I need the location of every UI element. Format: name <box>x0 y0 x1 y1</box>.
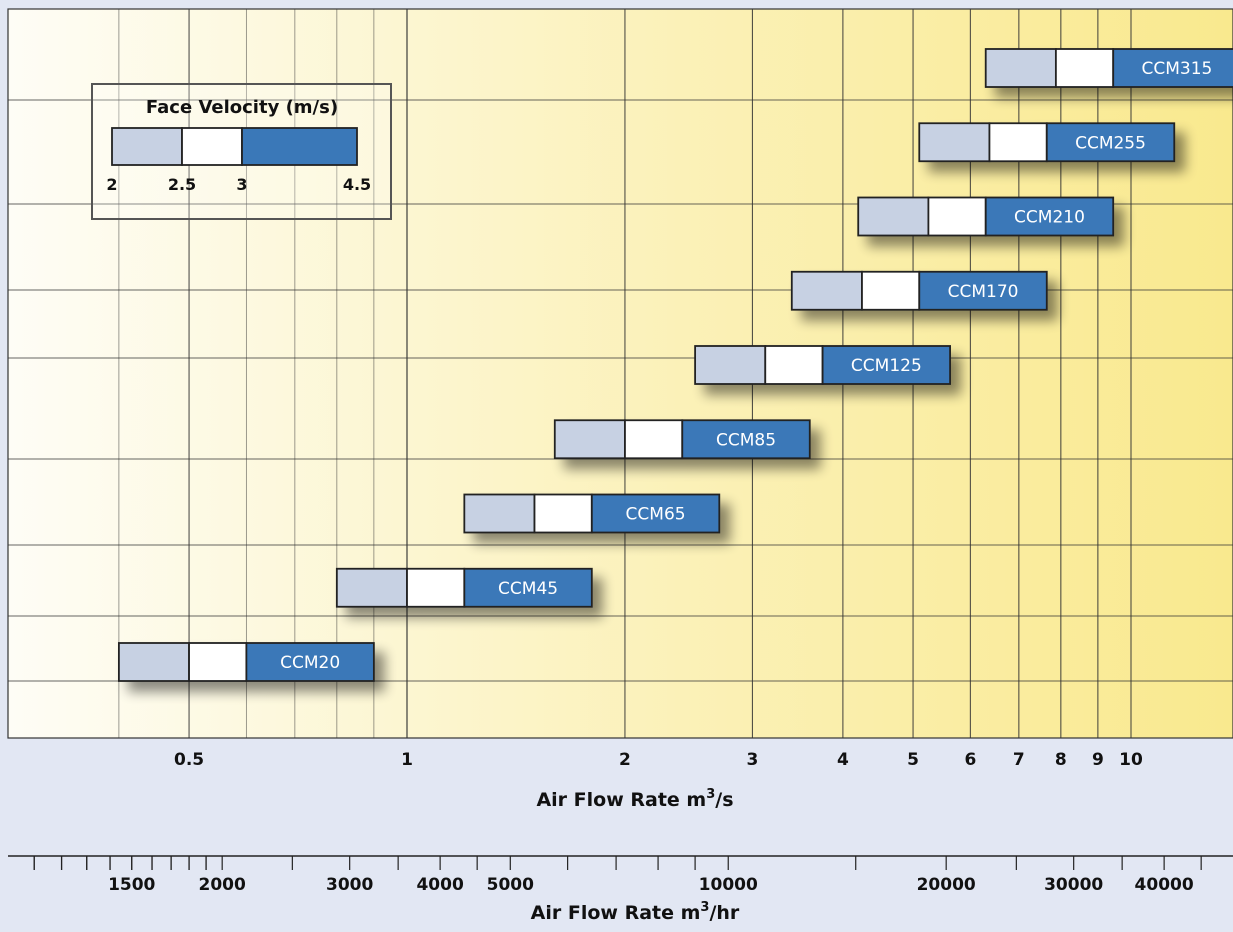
bar-segment <box>984 196 1115 237</box>
x2-axis-title: Air Flow Rate m3/hr <box>531 900 740 924</box>
x-tick-label: 4 <box>837 750 849 770</box>
bar-segment <box>117 642 190 682</box>
plot-border <box>7 8 1233 739</box>
bar-segment <box>463 567 593 608</box>
x-tick-label: 2 <box>619 750 631 770</box>
bar-label: CCM255 <box>1075 133 1146 153</box>
x-tick-label: 9 <box>1092 750 1104 770</box>
bar-ccm170 <box>790 270 1048 311</box>
x-tick-label: 6 <box>964 750 976 770</box>
bar-segment <box>533 493 593 534</box>
legend: Face Velocity (m/s) 2 2.5 3 4.5 <box>91 83 392 220</box>
bar-segment <box>861 270 921 311</box>
bar-segment <box>857 196 930 237</box>
bar-segment <box>918 270 1048 311</box>
bar-label: CCM170 <box>948 282 1019 302</box>
bar-label: CCM65 <box>626 505 686 525</box>
bar-label: CCM125 <box>851 356 922 376</box>
bar-segment <box>590 493 721 534</box>
bar-segment <box>988 122 1048 163</box>
bar-ccm125 <box>694 345 951 385</box>
bar-segment <box>624 419 684 460</box>
x-tick-label: 3 <box>747 750 759 770</box>
x-tick-label: 8 <box>1055 750 1067 770</box>
x-axis-m3hr: 1500 2000 3000 4000 5000 10000 20000 30000 40000 <box>8 855 1233 895</box>
x2-tick-label: 40000 <box>1135 875 1194 895</box>
bar-segment <box>918 122 991 163</box>
x-tick-label: 5 <box>907 750 919 770</box>
bar-label: CCM210 <box>1014 208 1085 228</box>
x-tick-label: 0.5 <box>174 750 204 770</box>
legend-swatch <box>241 127 358 166</box>
legend-tick-label: 3 <box>236 175 247 194</box>
bar-ccm85 <box>553 419 811 460</box>
legend-swatch <box>111 127 183 166</box>
legend-tick-label: 2.5 <box>168 175 196 194</box>
legend-title: Face Velocity (m/s) <box>146 97 338 118</box>
bar-label: CCM85 <box>716 430 776 450</box>
bar-segment <box>245 642 375 682</box>
x2-tick-label: 4000 <box>416 875 463 895</box>
bar-ccm20 <box>117 642 375 682</box>
bar-ccm210 <box>857 196 1115 237</box>
legend-swatch <box>181 127 243 166</box>
bar-segment <box>463 493 536 534</box>
x-tick-label: 7 <box>1013 750 1025 770</box>
x-tick-label: 10 <box>1119 750 1143 770</box>
bar-segment <box>188 642 248 682</box>
bar-label: CCM315 <box>1142 59 1213 79</box>
bar-segment <box>1112 48 1233 88</box>
bar-segment <box>681 419 811 460</box>
bar-label: CCM20 <box>280 653 340 673</box>
bar-segment <box>694 345 767 385</box>
bar-segment <box>927 196 987 237</box>
bar-label: CCM45 <box>498 579 558 599</box>
bar-segment <box>553 419 626 460</box>
bar-segment <box>406 567 466 608</box>
x-tick-label: 1 <box>401 750 413 770</box>
x-axis-title: Air Flow Rate m3/s <box>536 787 733 811</box>
x2-tick-label: 1500 <box>108 875 155 895</box>
x2-tick-label: 3000 <box>326 875 373 895</box>
bar-segment <box>335 567 408 608</box>
x2-tick-label: 30000 <box>1044 875 1103 895</box>
bar-segment <box>984 48 1057 88</box>
x2-tick-label: 20000 <box>917 875 976 895</box>
bar-segment <box>821 345 951 385</box>
bar-segment <box>1054 48 1115 88</box>
range-bars: CCM20 CCM45 CCM65 CCM85 CCM125 CCM170 CCM210 CC… <box>117 48 1233 682</box>
legend-tick-label: 2 <box>106 175 117 194</box>
bar-segment <box>790 270 863 311</box>
x2-tick-label: 5000 <box>487 875 534 895</box>
bar-ccm255 <box>918 122 1176 163</box>
bar-segment <box>1045 122 1176 163</box>
bar-ccm65 <box>463 493 721 534</box>
x2-tick-label: 2000 <box>199 875 246 895</box>
x2-tick-label: 10000 <box>699 875 758 895</box>
x-axis-m3s: 0.5 1 2 3 4 5 6 7 8 9 10 <box>174 750 1143 770</box>
bar-ccm315 <box>984 48 1233 88</box>
legend-tick-label: 4.5 <box>343 175 371 194</box>
bar-ccm45 <box>335 567 593 608</box>
bar-segment <box>764 345 824 385</box>
